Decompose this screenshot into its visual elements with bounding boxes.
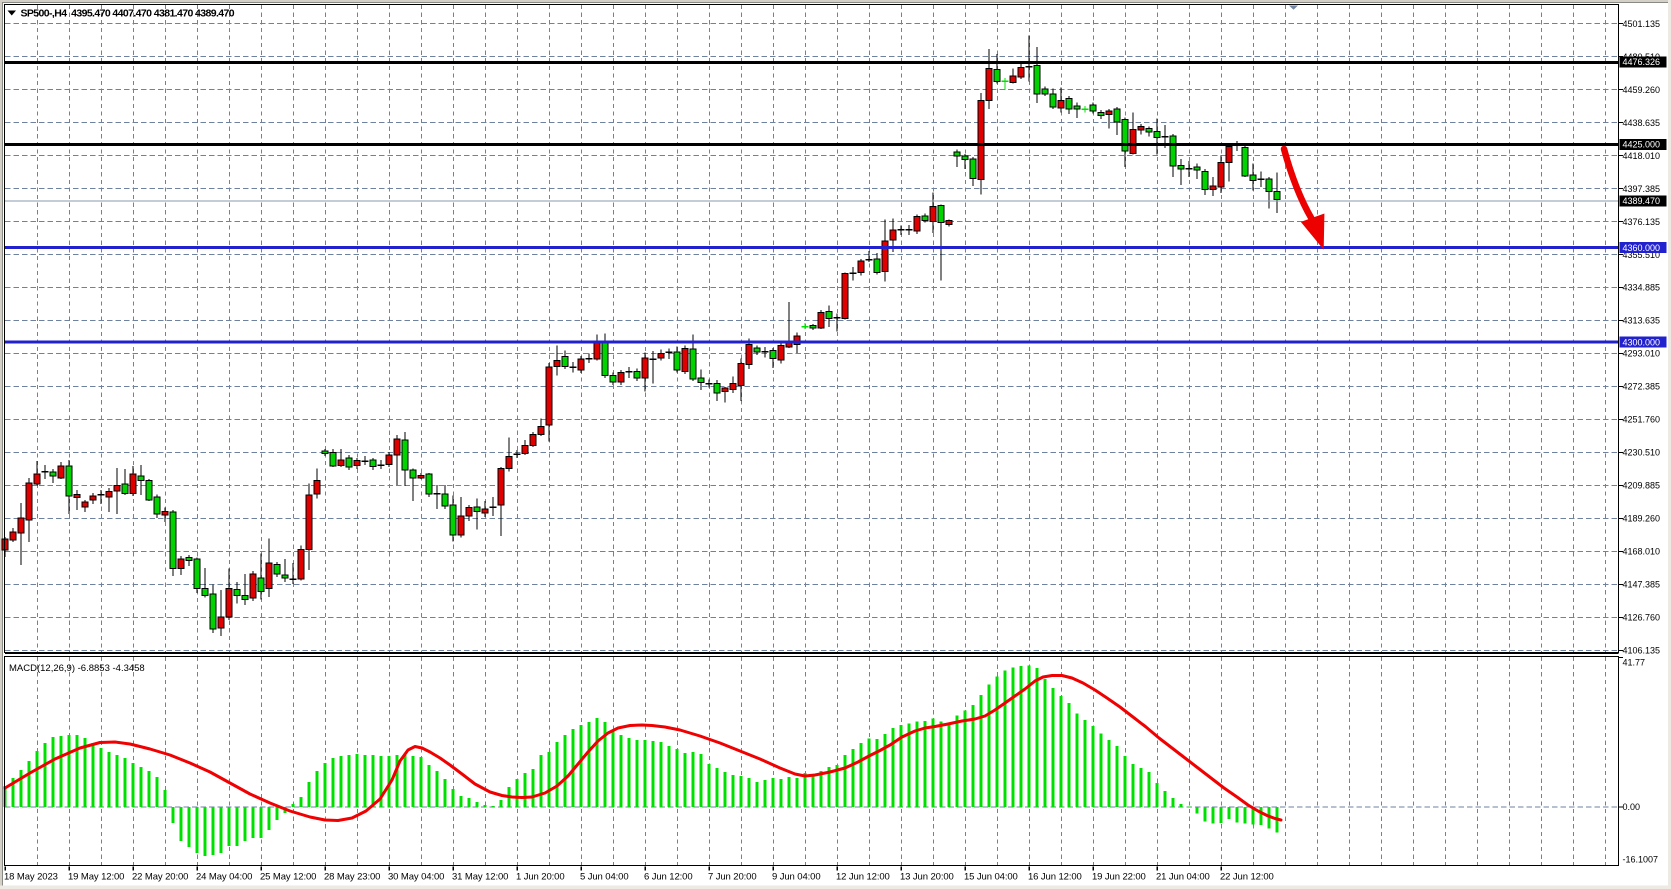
svg-text:4397.385: 4397.385 bbox=[1623, 184, 1661, 194]
svg-text:31 May 12:00: 31 May 12:00 bbox=[452, 872, 508, 883]
svg-text:4334.885: 4334.885 bbox=[1623, 283, 1661, 293]
svg-text:30 May 04:00: 30 May 04:00 bbox=[388, 872, 444, 883]
svg-text:MACD(12,26,9) -6.8853 -4.3458: MACD(12,26,9) -6.8853 -4.3458 bbox=[9, 663, 145, 674]
svg-text:28 May 23:00: 28 May 23:00 bbox=[324, 872, 380, 883]
svg-text:4389.470: 4389.470 bbox=[1623, 196, 1661, 206]
svg-text:19 Jun 22:00: 19 Jun 22:00 bbox=[1092, 872, 1146, 883]
svg-text:15 Jun 04:00: 15 Jun 04:00 bbox=[964, 872, 1018, 883]
svg-text:19 May 12:00: 19 May 12:00 bbox=[68, 872, 124, 883]
svg-text:4126.760: 4126.760 bbox=[1623, 613, 1661, 623]
svg-text:25 May 12:00: 25 May 12:00 bbox=[260, 872, 316, 883]
svg-text:-16.1007: -16.1007 bbox=[1623, 854, 1659, 864]
svg-text:21 Jun 04:00: 21 Jun 04:00 bbox=[1156, 872, 1210, 883]
svg-text:22 Jun 12:00: 22 Jun 12:00 bbox=[1220, 872, 1274, 883]
svg-text:4168.010: 4168.010 bbox=[1623, 547, 1661, 557]
svg-text:4313.635: 4313.635 bbox=[1623, 316, 1661, 326]
svg-text:41.77: 41.77 bbox=[1623, 657, 1646, 667]
svg-text:4501.135: 4501.135 bbox=[1623, 19, 1661, 29]
svg-text:4425.000: 4425.000 bbox=[1623, 140, 1661, 150]
svg-text:4360.000: 4360.000 bbox=[1623, 243, 1661, 253]
svg-text:4272.385: 4272.385 bbox=[1623, 382, 1661, 392]
svg-text:4189.260: 4189.260 bbox=[1623, 514, 1661, 524]
svg-text:4147.385: 4147.385 bbox=[1623, 580, 1661, 590]
svg-text:0.00: 0.00 bbox=[1623, 802, 1641, 812]
svg-text:4209.885: 4209.885 bbox=[1623, 481, 1661, 491]
svg-text:4293.010: 4293.010 bbox=[1623, 349, 1661, 359]
svg-text:4106.135: 4106.135 bbox=[1623, 646, 1661, 656]
svg-text:7 Jun 20:00: 7 Jun 20:00 bbox=[708, 872, 757, 883]
svg-text:4376.135: 4376.135 bbox=[1623, 217, 1661, 227]
svg-text:4438.635: 4438.635 bbox=[1623, 118, 1661, 128]
svg-text:4418.010: 4418.010 bbox=[1623, 151, 1661, 161]
svg-text:18 May 2023: 18 May 2023 bbox=[4, 872, 58, 883]
svg-text:13 Jun 20:00: 13 Jun 20:00 bbox=[900, 872, 954, 883]
svg-text:4230.510: 4230.510 bbox=[1623, 448, 1661, 458]
svg-text:4300.000: 4300.000 bbox=[1623, 337, 1661, 347]
svg-text:12 Jun 12:00: 12 Jun 12:00 bbox=[836, 872, 890, 883]
svg-text:4355.510: 4355.510 bbox=[1623, 250, 1661, 260]
svg-text:1 Jun 20:00: 1 Jun 20:00 bbox=[516, 872, 565, 883]
svg-text:22 May 20:00: 22 May 20:00 bbox=[132, 872, 188, 883]
svg-text:6 Jun 12:00: 6 Jun 12:00 bbox=[644, 872, 693, 883]
svg-text:4459.260: 4459.260 bbox=[1623, 85, 1661, 95]
svg-text:SP500-,H4 4395.470 4407.470 4: SP500-,H4 4395.470 4407.470 4381.470 438… bbox=[21, 7, 235, 19]
svg-text:5 Jun 04:00: 5 Jun 04:00 bbox=[580, 872, 629, 883]
svg-text:4251.760: 4251.760 bbox=[1623, 415, 1661, 425]
svg-text:9 Jun 04:00: 9 Jun 04:00 bbox=[772, 872, 821, 883]
svg-text:24 May 04:00: 24 May 04:00 bbox=[196, 872, 252, 883]
svg-text:4476.326: 4476.326 bbox=[1623, 57, 1661, 67]
svg-text:16 Jun 12:00: 16 Jun 12:00 bbox=[1028, 872, 1082, 883]
